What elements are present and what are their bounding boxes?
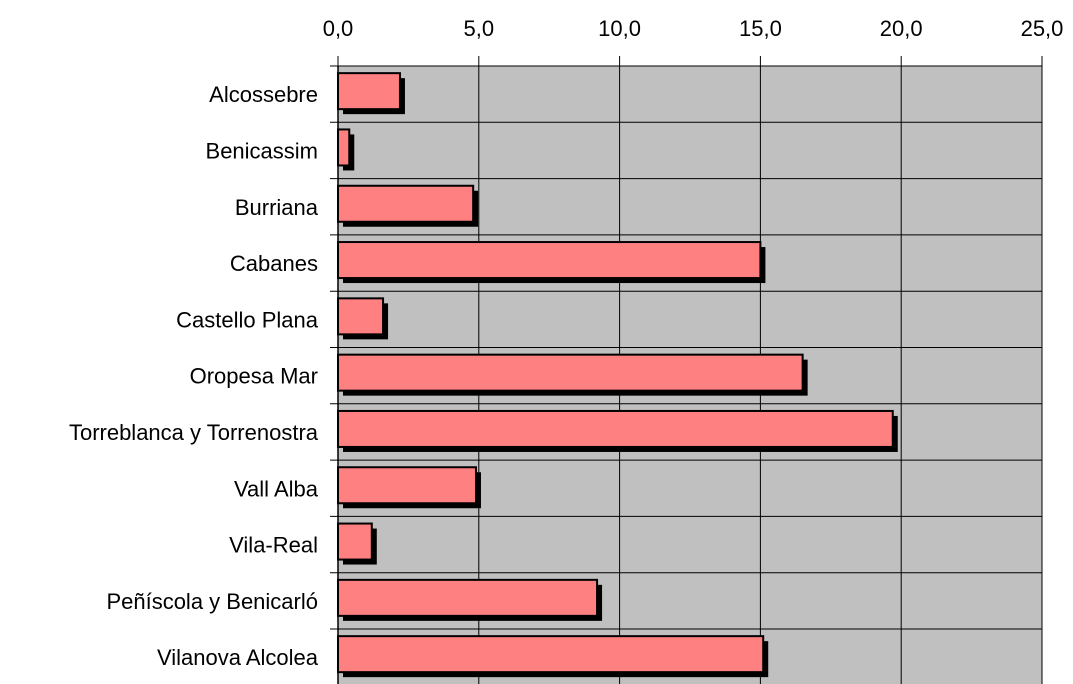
x-tick-label: 20,0 [880,16,923,41]
y-category-label: Oropesa Mar [190,364,318,389]
bar [337,241,762,280]
x-tick-label: 25,0 [1021,16,1064,41]
y-category-label: Benicassim [206,138,318,163]
y-category-label: Peñíscola y Benicarló [106,589,318,614]
bar [337,522,373,561]
bar [337,72,401,111]
y-category-label: Burriana [235,195,319,220]
x-tick-label: 10,0 [598,16,641,41]
bar [337,578,599,617]
bar [337,635,765,674]
bar [337,297,385,336]
x-tick-label: 15,0 [739,16,782,41]
gridlines [330,56,1043,684]
x-tick-label: 5,0 [464,16,495,41]
y-category-label: Vall Alba [234,476,319,501]
x-tick-label: 0,0 [323,16,354,41]
bar [337,353,804,392]
y-category-label: Alcossebre [209,82,318,107]
y-category-label: Vila-Real [229,533,318,558]
bars [337,72,898,678]
bar [337,184,475,223]
x-axis-ticks: 0,0 5,0 10,0 15,0 20,0 25,0 [323,16,1064,41]
y-axis-labels: Alcossebre Benicassim Burriana Cabanes Caste… [69,82,319,670]
bar [337,409,894,448]
y-category-label: Torreblanca y Torrenostra [69,420,319,445]
y-category-label: Castello Plana [176,307,319,332]
bar [337,128,351,167]
y-category-label: Vilanova Alcolea [157,645,319,670]
bar [337,466,477,505]
y-category-label: Cabanes [230,251,318,276]
